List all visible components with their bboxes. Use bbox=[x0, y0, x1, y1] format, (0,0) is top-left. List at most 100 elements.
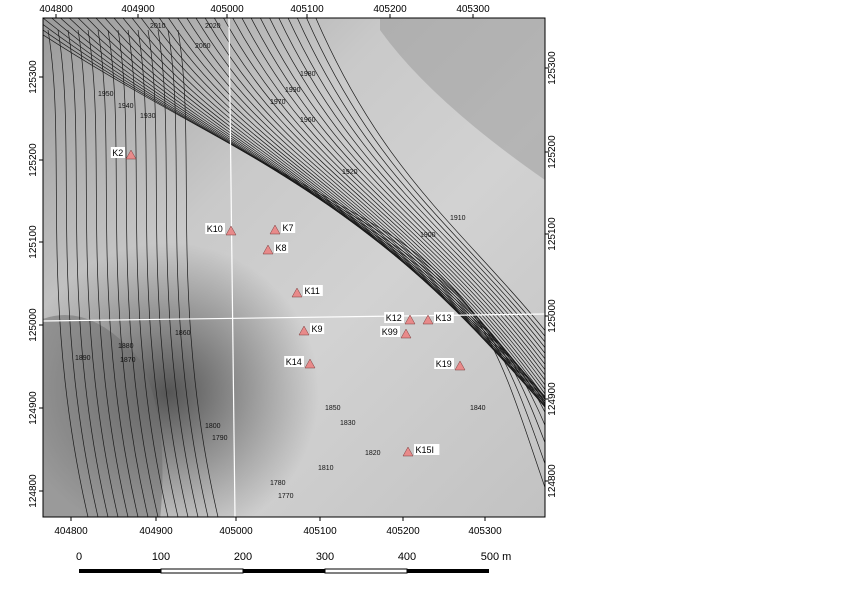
contour-label: 1930 bbox=[140, 113, 156, 120]
site-label-bg bbox=[414, 444, 440, 455]
contour-line bbox=[57, 29, 99, 517]
contour-line bbox=[157, 29, 199, 517]
right-tick-label: 124800 bbox=[547, 464, 558, 498]
contour-line bbox=[177, 29, 219, 517]
site-marker bbox=[291, 287, 303, 298]
scale-segment bbox=[160, 568, 244, 574]
site-label: K15I bbox=[416, 445, 435, 455]
contour-line bbox=[137, 29, 179, 517]
contour-label: 1790 bbox=[212, 435, 228, 442]
contour-label: 1910 bbox=[450, 215, 466, 222]
site-label-bg bbox=[384, 312, 404, 323]
contour-line bbox=[297, 18, 545, 343]
contour-label: 1810 bbox=[318, 465, 334, 472]
site-label: K13 bbox=[436, 313, 452, 323]
site-label-bg bbox=[274, 242, 289, 253]
contour-line bbox=[131, 18, 545, 406]
site-markers: K2 K10 K7 K8 K11 K9 K14 K12 K99 K13 K19 K15I bbox=[110, 147, 466, 457]
left-tick-label: 124800 bbox=[28, 474, 39, 508]
site-marker bbox=[402, 446, 414, 457]
right-tick-label: 125000 bbox=[547, 299, 558, 333]
grid-line-125000 bbox=[43, 313, 545, 322]
left-tick-label: 125200 bbox=[28, 143, 39, 177]
scale-label: 0 bbox=[76, 551, 82, 563]
site-label: K99 bbox=[382, 327, 398, 337]
scale-label: 200 bbox=[234, 551, 252, 563]
contour-label: 1820 bbox=[365, 450, 381, 457]
contour-line bbox=[186, 18, 545, 403]
contour-labels: 2010 2020 2000 1990 1980 1970 1960 1950 1940 1930… bbox=[75, 23, 486, 500]
contour-line bbox=[117, 29, 159, 517]
bottom-tick-label: 405200 bbox=[386, 526, 420, 537]
contour-label: 1990 bbox=[285, 87, 301, 94]
site-marker bbox=[298, 325, 310, 336]
contour-line bbox=[168, 18, 545, 407]
site-label-bg bbox=[434, 312, 454, 323]
map-frame bbox=[42, 17, 546, 518]
contour-line bbox=[107, 29, 149, 517]
contour-line bbox=[43, 34, 545, 489]
site-label: K14 bbox=[286, 357, 302, 367]
contour-line bbox=[149, 18, 545, 408]
contour-line bbox=[269, 18, 545, 360]
contour-line bbox=[195, 18, 545, 399]
site-marker bbox=[404, 314, 416, 325]
contour-line bbox=[159, 18, 545, 408]
contour-label: 1880 bbox=[118, 343, 134, 350]
site-marker bbox=[400, 328, 412, 339]
contour-line bbox=[315, 18, 545, 332]
contour-line bbox=[147, 29, 189, 517]
contour-label: 1960 bbox=[300, 117, 316, 124]
site-marker bbox=[269, 224, 281, 235]
scale-label: 400 bbox=[398, 551, 416, 563]
left-tick-label: 125300 bbox=[28, 60, 39, 94]
scale-label: 500 m bbox=[481, 551, 512, 563]
contour-label: 1890 bbox=[75, 355, 91, 362]
contour-label: 1980 bbox=[300, 71, 316, 78]
top-tick-label: 405300 bbox=[456, 4, 490, 15]
contour-label: 1860 bbox=[175, 330, 191, 337]
contour-label: 2010 bbox=[150, 23, 166, 30]
site-label: K7 bbox=[283, 223, 294, 233]
bottom-tick-label: 404800 bbox=[54, 526, 88, 537]
contour-line bbox=[250, 18, 545, 371]
site-marker bbox=[304, 358, 316, 369]
contour-line bbox=[204, 18, 545, 395]
right-tick-label: 125300 bbox=[547, 51, 558, 85]
top-tick-label: 405200 bbox=[373, 4, 407, 15]
site-marker bbox=[262, 244, 274, 255]
contour-label: 2000 bbox=[195, 43, 211, 50]
contour-label: 1800 bbox=[205, 423, 221, 430]
contour-line bbox=[127, 29, 169, 517]
scale-segment bbox=[243, 569, 325, 573]
site-marker bbox=[125, 149, 137, 160]
site-label-bg bbox=[281, 222, 296, 233]
right-tick-label: 124900 bbox=[547, 382, 558, 416]
contour-label: 1830 bbox=[340, 420, 356, 427]
right-tick-label: 125100 bbox=[547, 217, 558, 251]
contour-line bbox=[47, 29, 89, 517]
contour-line bbox=[278, 18, 545, 354]
terrain-raster: 2010 2020 2000 1990 1980 1970 1960 1950 1940 1930… bbox=[43, 18, 545, 517]
right-tick-label: 125200 bbox=[547, 135, 558, 169]
top-tick-label: 405000 bbox=[210, 4, 244, 15]
scale-bar: 0 100 200 300 400 500 m bbox=[76, 551, 512, 574]
bottom-tick-label: 405100 bbox=[303, 526, 337, 537]
bottom-tick-label: 405000 bbox=[219, 526, 253, 537]
top-tick-label: 404800 bbox=[39, 4, 73, 15]
left-tick-label: 125100 bbox=[28, 225, 39, 259]
contour-label: 2020 bbox=[205, 23, 221, 30]
scale-segment bbox=[79, 569, 161, 573]
site-marker bbox=[225, 225, 237, 236]
scale-label: 300 bbox=[316, 551, 334, 563]
left-tick-label: 125000 bbox=[28, 308, 39, 342]
site-label-bg bbox=[303, 285, 323, 296]
top-tick-label: 404900 bbox=[121, 4, 155, 15]
scale-segment bbox=[324, 568, 408, 574]
contour-label: 1970 bbox=[270, 99, 286, 106]
contour-label: 1870 bbox=[120, 357, 136, 364]
grid-line-405000 bbox=[228, 18, 236, 517]
contour-label: 1770 bbox=[278, 493, 294, 500]
site-label: K2 bbox=[112, 148, 123, 158]
